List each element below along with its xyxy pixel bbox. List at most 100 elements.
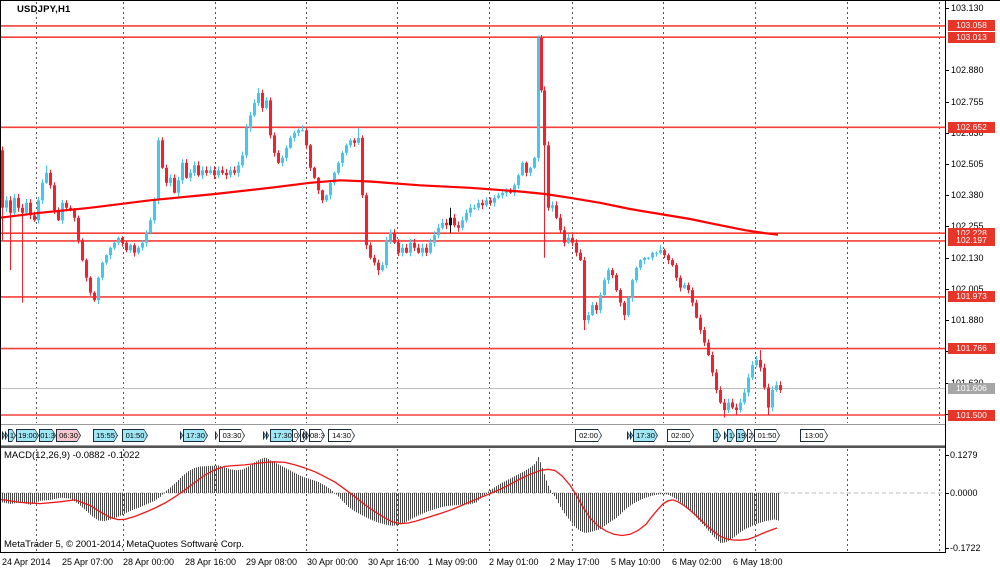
macd-histogram-bar: [636, 493, 637, 502]
order-time-tag-label: [631, 430, 632, 441]
macd-histogram-bar: [286, 468, 287, 493]
candle-body: [13, 197, 16, 213]
candle-body: [141, 242, 144, 248]
order-tag-bracket[interactable]: [180, 429, 183, 442]
order-time-tag[interactable]: 06:30: [56, 429, 81, 442]
order-time-tag[interactable]: 02:00: [575, 429, 602, 442]
macd-histogram-bar: [172, 485, 173, 493]
order-time-tag[interactable]: 02:00: [667, 429, 694, 442]
order-time-tag-label: 01:3: [40, 431, 55, 440]
order-time-tag[interactable]: 14:30: [328, 429, 355, 442]
order-tag-bracket[interactable]: [5, 429, 8, 442]
order-time-tag[interactable]: 17:30: [183, 429, 208, 442]
price-tick: [945, 351, 949, 352]
order-time-tag[interactable]: 01:50: [754, 429, 780, 442]
price-axis[interactable]: 103.130 102.880 102.755 102.630 102.505 102.3…: [945, 0, 1000, 553]
price-tick: [945, 320, 949, 321]
macd-histogram-bar: [406, 493, 407, 522]
order-tag-bracket[interactable]: [627, 429, 630, 442]
candle-body: [121, 237, 124, 243]
macd-histogram-bar: [476, 493, 477, 503]
candle-body: [655, 252, 658, 254]
order-tag-bracket[interactable]: [306, 429, 309, 442]
macd-histogram-bar: [260, 459, 261, 493]
macd-histogram-bar: [10, 493, 11, 504]
order-time-tag[interactable]: 15:55: [93, 429, 118, 442]
macd-histogram-bar: [702, 493, 703, 524]
order-time-tag[interactable]: 03:30: [219, 429, 245, 442]
macd-histogram-bar: [694, 493, 695, 516]
candle-body: [233, 170, 236, 173]
order-tag-bracket[interactable]: [630, 429, 633, 442]
order-tag-bracket[interactable]: [266, 429, 269, 442]
macd-histogram-bar: [398, 493, 399, 525]
macd-histogram-bar: [644, 493, 645, 499]
order-tag-bracket[interactable]: [215, 429, 218, 442]
macd-histogram-bar: [38, 493, 39, 502]
order-time-tag[interactable]: 1: [713, 429, 721, 442]
macd-indicator-label: MACD(12,26,9) -0.0882 -0.1022: [4, 450, 140, 461]
candle-body: [413, 242, 416, 248]
order-tag-bracket[interactable]: [263, 429, 266, 442]
order-time-tag[interactable]: 08:3: [309, 429, 325, 442]
candle-body: [321, 190, 324, 201]
candle-body: [89, 277, 92, 293]
order-tag-bracket[interactable]: [2, 429, 5, 442]
order-time-tag[interactable]: 1: [8, 429, 16, 442]
order-tag-bracket[interactable]: [303, 429, 306, 442]
candle-body: [687, 285, 690, 291]
order-time-tag[interactable]: 01:50: [122, 429, 148, 442]
macd-panel-bottom-border: [0, 552, 946, 553]
candle-body: [161, 140, 164, 168]
macd-canvas[interactable]: [0, 448, 945, 552]
macd-histogram-bar: [410, 493, 411, 520]
candle-body: [551, 205, 554, 208]
macd-histogram-bar: [746, 493, 747, 529]
order-tag-bracket[interactable]: [724, 429, 727, 442]
order-time-tag[interactable]: 17:30: [633, 429, 658, 442]
macd-histogram-bar: [72, 493, 73, 500]
macd-histogram-bar: [514, 476, 515, 493]
macd-histogram-bar: [268, 459, 269, 493]
candle-body: [129, 245, 132, 251]
order-time-tag-label: 06:30: [57, 430, 80, 441]
macd-histogram-bar: [550, 489, 551, 493]
price-axis-label: 101.630: [951, 378, 984, 388]
order-time-tag[interactable]: 1: [727, 429, 735, 442]
candle-body: [627, 297, 630, 316]
macd-histogram-bar: [576, 493, 577, 529]
macd-panel-top-border[interactable]: [0, 445, 946, 448]
time-axis[interactable]: 24 Apr 2014 25 Apr 07:00 28 Apr 00:00 28 Ap…: [0, 553, 1000, 574]
main-chart-canvas[interactable]: [0, 0, 945, 425]
macd-histogram-bar: [142, 493, 143, 507]
order-time-tag-label: 1: [728, 431, 734, 440]
macd-histogram-bar: [434, 493, 435, 510]
macd-histogram-bar: [138, 493, 139, 508]
price-axis-label: 101.880: [951, 315, 984, 325]
order-time-tag[interactable]: 17:30: [270, 429, 295, 442]
macd-histogram-bar: [86, 493, 87, 512]
candle-body: [377, 262, 380, 271]
order-time-tag[interactable]: 0: [292, 429, 300, 442]
macd-histogram-bar: [66, 493, 67, 499]
candle-body: [17, 197, 20, 208]
macd-histogram-bar: [300, 475, 301, 493]
macd-histogram-bar: [676, 493, 677, 500]
macd-histogram-bar: [182, 475, 183, 493]
current-price-label: 101.606: [948, 383, 995, 395]
order-time-tag[interactable]: 13:00: [800, 429, 828, 442]
macd-histogram-bar: [752, 493, 753, 526]
macd-histogram-bar: [638, 493, 639, 501]
order-time-tag[interactable]: 01:3: [39, 429, 56, 442]
candle-body: [679, 277, 682, 288]
macd-histogram-bar: [480, 493, 481, 499]
candle-body: [775, 385, 778, 391]
macd-histogram-bar: [232, 469, 233, 493]
macd-histogram-bar: [370, 493, 371, 520]
macd-histogram-bar: [766, 493, 767, 521]
order-time-tag[interactable]: 19:00: [16, 429, 39, 442]
order-time-tag[interactable]: 19:: [736, 429, 747, 442]
order-time-tag[interactable]: 2: [747, 429, 754, 442]
price-tick: [945, 289, 949, 290]
